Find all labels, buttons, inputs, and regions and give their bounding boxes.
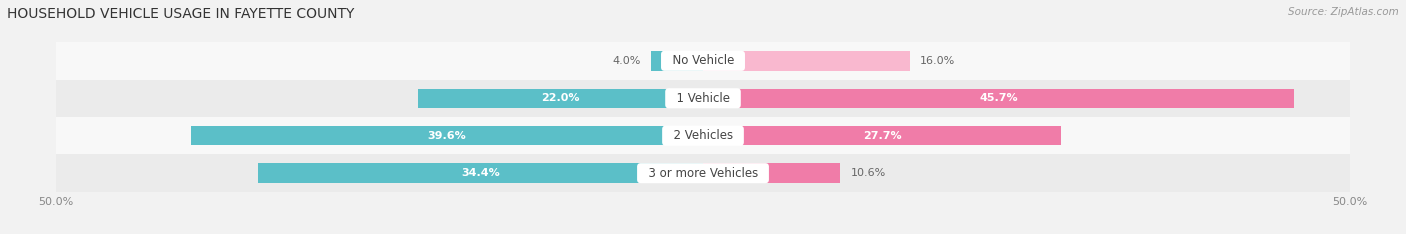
Bar	[56, 80, 1350, 117]
Text: 34.4%: 34.4%	[461, 168, 501, 178]
Bar	[56, 117, 1350, 154]
Text: HOUSEHOLD VEHICLE USAGE IN FAYETTE COUNTY: HOUSEHOLD VEHICLE USAGE IN FAYETTE COUNT…	[7, 7, 354, 21]
Bar	[703, 88, 1294, 108]
Text: No Vehicle: No Vehicle	[665, 54, 741, 67]
Bar	[191, 126, 703, 146]
Bar	[651, 51, 703, 71]
Text: 39.6%: 39.6%	[427, 131, 467, 141]
Bar	[703, 126, 1062, 146]
Text: 3 or more Vehicles: 3 or more Vehicles	[641, 167, 765, 180]
Bar	[259, 163, 703, 183]
Bar	[703, 51, 910, 71]
Text: 2 Vehicles: 2 Vehicles	[665, 129, 741, 142]
Text: 1 Vehicle: 1 Vehicle	[669, 92, 737, 105]
Text: Source: ZipAtlas.com: Source: ZipAtlas.com	[1288, 7, 1399, 17]
Text: 22.0%: 22.0%	[541, 93, 579, 103]
Text: 10.6%: 10.6%	[851, 168, 886, 178]
Text: 45.7%: 45.7%	[979, 93, 1018, 103]
Text: 16.0%: 16.0%	[921, 56, 956, 66]
Bar	[419, 88, 703, 108]
Bar	[56, 154, 1350, 192]
Text: 27.7%: 27.7%	[863, 131, 901, 141]
Bar	[56, 42, 1350, 80]
Bar	[703, 163, 841, 183]
Text: 4.0%: 4.0%	[613, 56, 641, 66]
